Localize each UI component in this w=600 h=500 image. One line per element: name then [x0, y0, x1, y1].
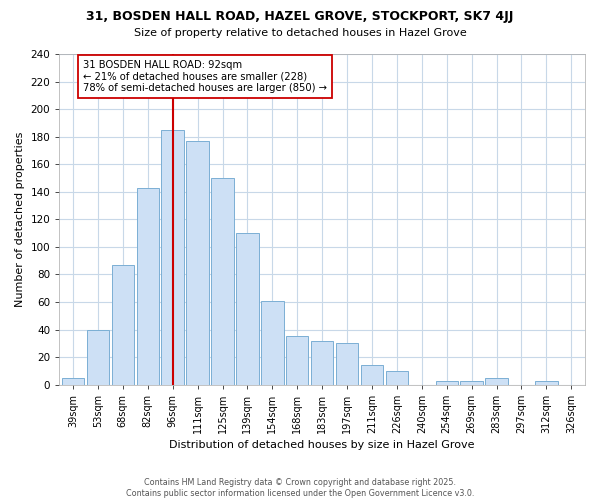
Text: 31, BOSDEN HALL ROAD, HAZEL GROVE, STOCKPORT, SK7 4JJ: 31, BOSDEN HALL ROAD, HAZEL GROVE, STOCK…	[86, 10, 514, 23]
Bar	[286, 336, 308, 384]
Text: 31 BOSDEN HALL ROAD: 92sqm
← 21% of detached houses are smaller (228)
78% of sem: 31 BOSDEN HALL ROAD: 92sqm ← 21% of deta…	[83, 60, 327, 92]
Y-axis label: Number of detached properties: Number of detached properties	[15, 132, 25, 307]
Bar	[386, 371, 408, 384]
Bar	[336, 344, 358, 384]
Bar	[261, 300, 284, 384]
Bar	[87, 330, 109, 384]
Bar	[161, 130, 184, 384]
Bar	[485, 378, 508, 384]
Bar	[62, 378, 84, 384]
Bar	[187, 141, 209, 384]
Text: Contains HM Land Registry data © Crown copyright and database right 2025.
Contai: Contains HM Land Registry data © Crown c…	[126, 478, 474, 498]
Bar	[535, 380, 557, 384]
Bar	[311, 340, 334, 384]
X-axis label: Distribution of detached houses by size in Hazel Grove: Distribution of detached houses by size …	[169, 440, 475, 450]
Text: Size of property relative to detached houses in Hazel Grove: Size of property relative to detached ho…	[134, 28, 466, 38]
Bar	[236, 233, 259, 384]
Bar	[436, 380, 458, 384]
Bar	[361, 366, 383, 384]
Bar	[460, 380, 483, 384]
Bar	[137, 188, 159, 384]
Bar	[211, 178, 234, 384]
Bar	[112, 265, 134, 384]
